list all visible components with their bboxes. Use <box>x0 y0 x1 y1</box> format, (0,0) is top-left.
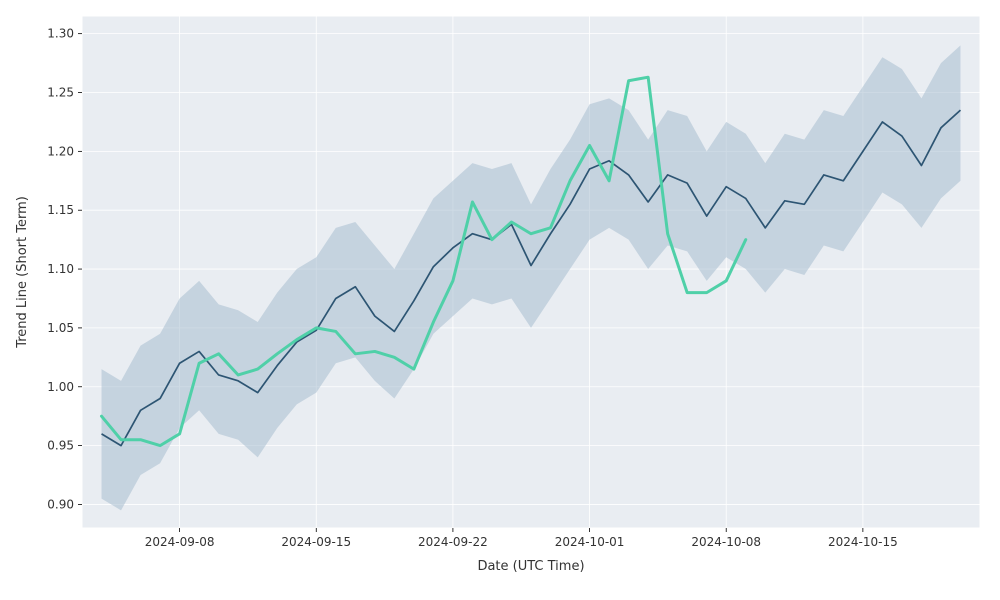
chart-svg: 0.90 0.95 1.00 1.05 1.10 1.15 1.20 1.25 1.30 2024… <box>0 0 1000 600</box>
svg-text:1.30: 1.30 <box>47 27 74 41</box>
svg-text:0.90: 0.90 <box>47 497 74 511</box>
svg-text:2024-10-08: 2024-10-08 <box>691 535 761 549</box>
svg-text:2024-10-15: 2024-10-15 <box>828 535 898 549</box>
svg-text:1.10: 1.10 <box>47 262 74 276</box>
svg-text:2024-09-15: 2024-09-15 <box>281 535 351 549</box>
svg-text:Date (UTC Time): Date (UTC Time) <box>477 559 584 574</box>
svg-text:1.20: 1.20 <box>47 144 74 158</box>
svg-text:1.15: 1.15 <box>47 203 74 217</box>
svg-text:1.25: 1.25 <box>47 86 74 100</box>
svg-text:1.00: 1.00 <box>47 380 74 394</box>
svg-text:2024-09-22: 2024-09-22 <box>418 535 488 549</box>
svg-text:2024-09-08: 2024-09-08 <box>145 535 215 549</box>
svg-text:Trend Line (Short Term): Trend Line (Short Term) <box>15 196 30 349</box>
trend-line-chart: 0.90 0.95 1.00 1.05 1.10 1.15 1.20 1.25 1.30 2024… <box>0 0 1000 600</box>
svg-text:2024-10-01: 2024-10-01 <box>555 535 625 549</box>
svg-text:0.95: 0.95 <box>47 439 74 453</box>
svg-text:1.05: 1.05 <box>47 321 74 335</box>
